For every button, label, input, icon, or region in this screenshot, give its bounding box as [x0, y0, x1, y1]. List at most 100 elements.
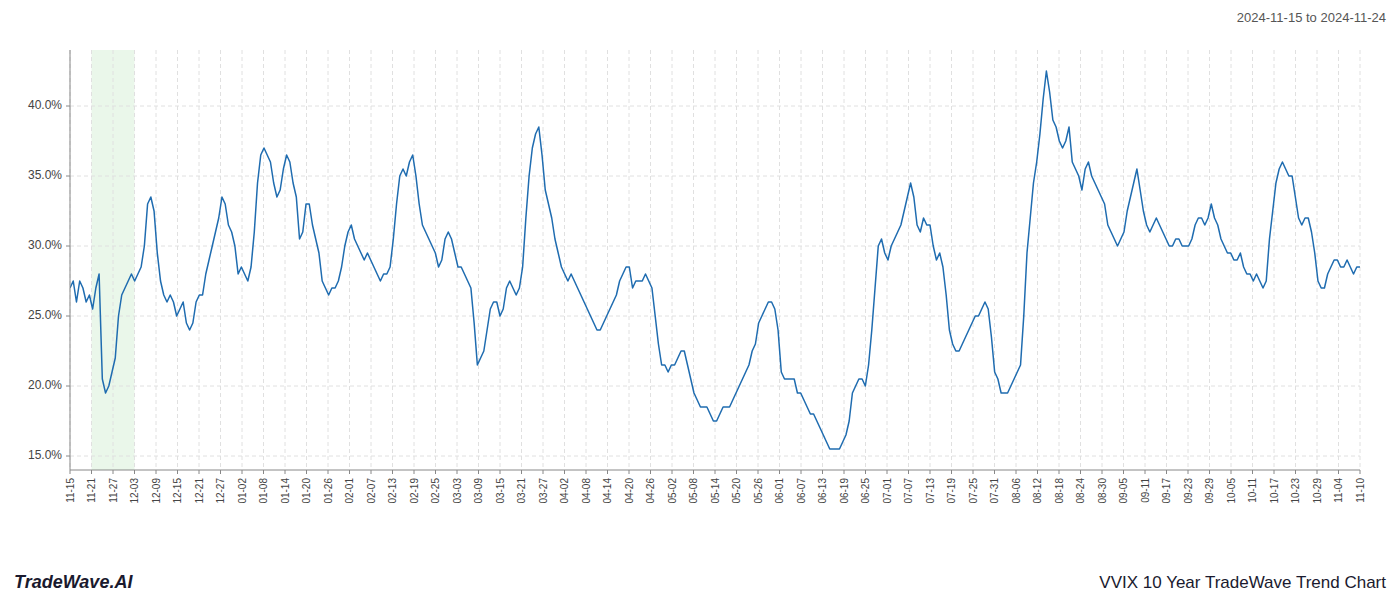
grid-line-x: [156, 50, 157, 470]
x-tick: [629, 470, 630, 474]
y-tick-label: 40.0%: [28, 98, 62, 112]
x-tick: [1145, 470, 1146, 474]
grid-line-x: [521, 50, 522, 470]
x-tick: [220, 470, 221, 474]
x-tick-label: 10-29: [1312, 478, 1323, 504]
x-tick-label: 11-15: [65, 478, 76, 503]
x-tick-label: 10-23: [1290, 478, 1301, 504]
grid-line-x: [586, 50, 587, 470]
y-tick-label: 20.0%: [28, 378, 62, 392]
x-tick-label: 08-30: [1097, 478, 1108, 504]
x-tick: [1317, 470, 1318, 474]
x-tick-label: 02-13: [387, 478, 398, 504]
x-tick: [392, 470, 393, 474]
x-tick: [930, 470, 931, 474]
x-tick: [693, 470, 694, 474]
x-tick-label: 08-24: [1075, 478, 1086, 504]
x-tick-label: 05-08: [688, 478, 699, 504]
x-tick-label: 03-09: [473, 478, 484, 504]
x-tick: [736, 470, 737, 474]
x-tick: [328, 470, 329, 474]
y-tick-label: 15.0%: [28, 448, 62, 462]
y-tick-label: 25.0%: [28, 308, 62, 322]
x-tick-label: 05-20: [731, 478, 742, 504]
x-tick-label: 10-11: [1247, 478, 1258, 503]
y-tick: [66, 246, 70, 247]
grid-line-x: [177, 50, 178, 470]
x-tick-label: 10-05: [1226, 478, 1237, 504]
x-tick: [263, 470, 264, 474]
x-tick-label: 02-19: [409, 478, 420, 504]
y-tick: [66, 456, 70, 457]
x-tick: [564, 470, 565, 474]
x-tick-label: 05-26: [753, 478, 764, 504]
grid-line-x: [973, 50, 974, 470]
x-tick: [1080, 470, 1081, 474]
x-tick-label: 03-15: [495, 478, 506, 504]
x-tick: [951, 470, 952, 474]
line: [70, 71, 1360, 449]
shade-group: [92, 50, 135, 470]
grid-line-x: [715, 50, 716, 470]
grid-line-x: [306, 50, 307, 470]
chart: 15.0%20.0%25.0%30.0%35.0%40.0%11-1511-21…: [0, 0, 1400, 600]
y-tick: [66, 176, 70, 177]
title: VVIX 10 Year TradeWave Trend Chart: [1099, 573, 1386, 592]
subtitle: 2024-11-15 to 2024-11-24: [1237, 10, 1386, 25]
x-tick-label: 09-11: [1140, 478, 1151, 503]
grid-line-x: [1016, 50, 1017, 470]
x-tick: [1295, 470, 1296, 474]
grid-line-x: [1252, 50, 1253, 470]
x-tick-label: 06-07: [796, 478, 807, 504]
x-tick-label: 02-01: [344, 478, 355, 504]
y-axis-line: [70, 50, 71, 470]
x-tick-label: 04-02: [559, 478, 570, 504]
x-tick: [994, 470, 995, 474]
grid-line-x: [1166, 50, 1167, 470]
x-tick: [1037, 470, 1038, 474]
x-tick-label: 08-18: [1054, 478, 1065, 504]
x-tick-label: 12-09: [151, 478, 162, 504]
x-tick-label: 11-21: [86, 478, 97, 503]
grid-line-x: [865, 50, 866, 470]
annotation: TradeWave.AI: [14, 572, 133, 592]
grid-line-x: [758, 50, 759, 470]
x-tick-label: 10-17: [1269, 478, 1280, 504]
grid-line-x: [951, 50, 952, 470]
axes: 15.0%20.0%25.0%30.0%35.0%40.0%11-1511-21…: [28, 50, 1366, 504]
x-tick: [844, 470, 845, 474]
grid-line-x: [91, 50, 92, 470]
x-tick-label: 04-08: [581, 478, 592, 504]
grid-line-x: [543, 50, 544, 470]
x-tick: [285, 470, 286, 474]
x-tick: [586, 470, 587, 474]
x-tick-label: 01-20: [301, 478, 312, 504]
x-tick-label: 08-12: [1032, 478, 1043, 504]
x-tick: [1231, 470, 1232, 474]
grid-line-x: [113, 50, 114, 470]
x-tick: [801, 470, 802, 474]
x-tick: [199, 470, 200, 474]
x-tick: [1360, 470, 1361, 474]
grid-line-x: [328, 50, 329, 470]
x-tick-label: 04-26: [645, 478, 656, 504]
grid-line-x: [629, 50, 630, 470]
x-tick-label: 11-27: [108, 478, 119, 503]
grid-line-x: [199, 50, 200, 470]
grid-line-x: [220, 50, 221, 470]
x-tick: [435, 470, 436, 474]
x-tick-label: 12-21: [194, 478, 205, 504]
grid-line-x: [607, 50, 608, 470]
x-tick: [973, 470, 974, 474]
x-tick-label: 01-14: [280, 478, 291, 504]
y-tick-label: 35.0%: [28, 168, 62, 182]
grid-line-x: [1059, 50, 1060, 470]
x-tick: [1016, 470, 1017, 474]
grid-line-x: [285, 50, 286, 470]
x-tick-label: 09-29: [1204, 478, 1215, 504]
x-tick: [156, 470, 157, 474]
x-tick-label: 04-14: [602, 478, 613, 504]
grid-line-x: [1188, 50, 1189, 470]
x-tick-label: 11-04: [1333, 478, 1344, 503]
grid-line-x: [672, 50, 673, 470]
